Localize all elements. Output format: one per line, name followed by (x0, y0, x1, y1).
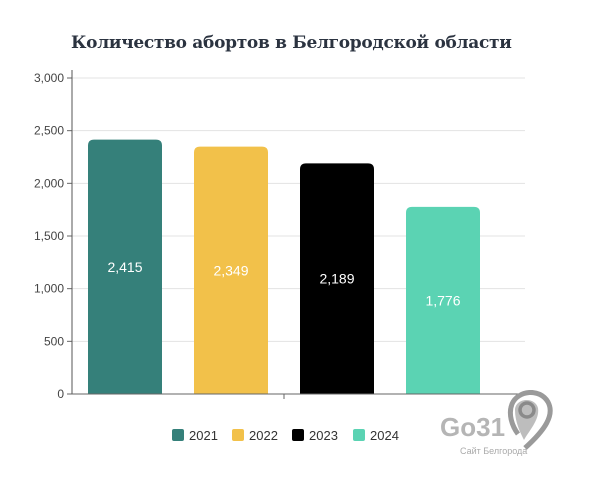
watermark-subtitle: Сайт Белгорода (460, 446, 528, 456)
data-label-2024: 1,776 (425, 292, 460, 308)
chart-title: Количество абортов в Белгородской област… (71, 33, 512, 53)
legend-label-2021: 2021 (189, 428, 218, 443)
bar-2024 (406, 206, 480, 394)
data-label-2022: 2,349 (213, 262, 248, 278)
y-tick-label: 0 (57, 387, 64, 401)
go31-watermark-logo: Go31 Сайт Белгорода (440, 390, 570, 460)
y-tick-label: 3,000 (34, 71, 64, 85)
bar-2021 (88, 139, 162, 394)
data-label-2023: 2,189 (319, 271, 354, 287)
y-tick-label: 1,500 (34, 229, 64, 243)
legend-label-2024: 2024 (370, 428, 399, 443)
legend-label-2022: 2022 (249, 428, 278, 443)
y-tick-label: 2,500 (34, 124, 64, 138)
y-tick-label: 500 (44, 334, 64, 348)
location-pin-icon (507, 390, 553, 450)
legend-swatch-2023 (292, 429, 304, 441)
legend-swatch-2021 (172, 429, 184, 441)
legend-swatch-2022 (232, 429, 244, 441)
data-label-2021: 2,415 (107, 259, 142, 275)
y-tick-label: 2,000 (34, 176, 64, 190)
legend-label-2023: 2023 (309, 428, 338, 443)
watermark-brand: Go31 (440, 412, 506, 442)
y-tick-label: 1,000 (34, 282, 64, 296)
bar-2022 (194, 146, 268, 394)
bar-2023 (300, 163, 374, 394)
legend-swatch-2024 (353, 429, 365, 441)
